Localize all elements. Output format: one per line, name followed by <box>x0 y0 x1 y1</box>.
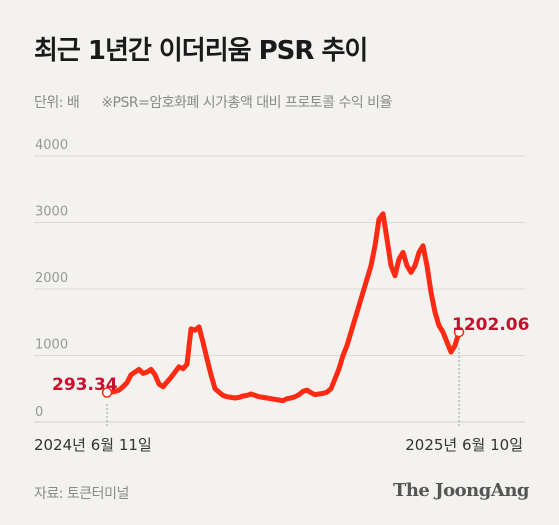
psr-note: ※PSR=암호화폐 시가총액 대비 프로토콜 수익 비율 <box>101 95 392 111</box>
x-axis: 2024년 6월 11일 2025년 6월 10일 <box>34 348 525 454</box>
start-value-label: 293.34 <box>52 375 118 395</box>
x-end-label: 2025년 6월 10일 <box>405 436 523 454</box>
data-labels: 293.34 1202.06 <box>52 315 529 395</box>
chart-grid <box>34 155 525 356</box>
y-axis-ticks: 4000 3000 2000 1000 0 <box>35 138 68 420</box>
source-note: 자료: 토큰터미널 <box>34 486 129 502</box>
brand-logo: The JoongAng <box>392 480 530 501</box>
y-tick-label: 2000 <box>35 271 68 286</box>
end-value-label: 1202.06 <box>452 315 529 335</box>
series-line-psr <box>104 211 462 404</box>
y-tick-label: 0 <box>35 405 43 420</box>
x-start-label: 2024년 6월 11일 <box>34 436 152 454</box>
chart-subtitle: 단위: 배 ※PSR=암호화폐 시가총액 대비 프로토콜 수익 비율 <box>34 92 392 112</box>
y-tick-label: 3000 <box>35 205 68 220</box>
page-title: 최근 1년간 이더리움 PSR 추이 <box>34 36 368 66</box>
y-tick-label: 4000 <box>35 138 68 153</box>
y-tick-label: 1000 <box>35 338 68 353</box>
end-point-marker <box>453 326 465 338</box>
start-point-marker <box>101 387 113 398</box>
unit-label: 단위: 배 <box>34 95 80 111</box>
chart-points <box>101 326 465 398</box>
